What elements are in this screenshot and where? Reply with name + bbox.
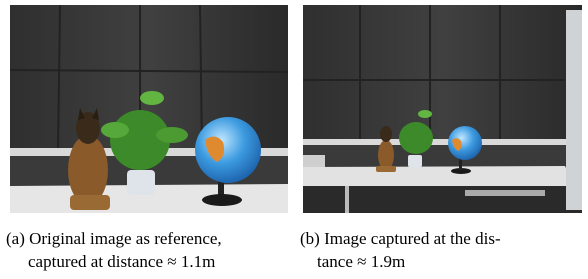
caption-a-line-2: captured at distance ≈ 1.1m [28, 252, 215, 271]
table-rail [465, 190, 545, 196]
caption-b-line-2: tance ≈ 1.9m [317, 252, 405, 271]
shelf [566, 10, 582, 210]
page: {"figure": {"subfigures": [ {"caption_li… [0, 0, 588, 274]
photo-b [303, 5, 582, 213]
wall-lower [303, 145, 582, 167]
caption-b-line-1: (b) Image captured at the dis- [300, 229, 501, 248]
table-top [303, 166, 575, 186]
table-leg [345, 186, 349, 213]
figure: (a) Original image as reference, capture… [0, 0, 588, 274]
wall-stripe [303, 139, 582, 145]
device [303, 155, 325, 167]
photo-a [10, 5, 288, 213]
caption-a-line-1: (a) Original image as reference, [6, 229, 222, 248]
